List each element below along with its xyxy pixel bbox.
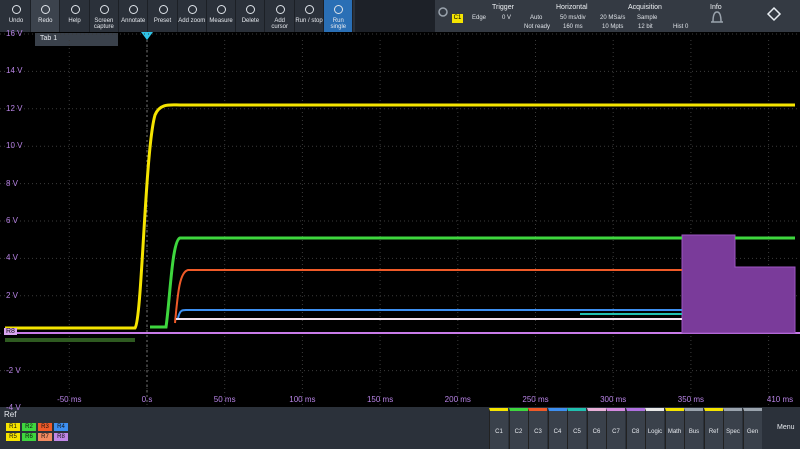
y-axis-label: 6 V <box>6 216 19 225</box>
record-length: 10 Mpts <box>602 24 624 30</box>
channel-button[interactable]: Ref <box>703 408 723 449</box>
icon <box>99 5 109 14</box>
toolbar-button[interactable]: Undo <box>2 0 31 32</box>
y-axis-label: 10 V <box>6 141 23 151</box>
toolbar-button[interactable]: Add cursor <box>265 0 295 32</box>
trigger-level: 0 V <box>502 15 512 21</box>
toolbar-button[interactable]: Screen capture <box>89 0 119 32</box>
icon <box>334 5 344 14</box>
channel-button[interactable]: Math <box>664 408 684 449</box>
y-axis-label: 16 V <box>6 29 23 38</box>
ref-button[interactable]: R2 <box>22 423 36 431</box>
x-axis-label: 350 ms <box>677 395 705 404</box>
channel-button[interactable]: C7 <box>606 408 625 449</box>
status-bar <box>435 0 800 32</box>
toolbar-button[interactable]: Delete <box>236 0 266 32</box>
tab-label[interactable]: Tab 1 <box>40 35 58 42</box>
icon <box>305 5 314 14</box>
x-axis-label: 250 ms <box>522 395 549 404</box>
channel-button[interactable]: Spec <box>723 408 742 449</box>
toolbar-spacer <box>355 0 435 32</box>
toolbar-button[interactable]: Preset <box>148 0 178 32</box>
channel-button[interactable]: C1 <box>489 408 508 449</box>
trigger-state: Not ready <box>524 24 551 30</box>
time-position: 160 ms <box>563 24 583 30</box>
ref-button[interactable]: R1 <box>6 423 20 431</box>
toolbar-button[interactable]: Help <box>60 0 90 32</box>
info-title[interactable]: Info <box>710 4 722 11</box>
ref-button[interactable]: R4 <box>54 423 68 431</box>
x-axis-label: 150 ms <box>366 395 394 404</box>
x-axis-label: 410 ms <box>766 395 794 404</box>
y-axis-label: 4 V <box>6 253 19 263</box>
ref-button[interactable]: R5 <box>6 433 20 441</box>
y-axis-label: 14 V <box>6 66 23 76</box>
acq-mode: Sample <box>637 15 658 21</box>
x-axis-label: 300 ms <box>600 395 627 404</box>
channel-button[interactable]: Logic <box>645 408 664 449</box>
ref-button[interactable]: R6 <box>22 433 36 441</box>
toolbar-button[interactable]: Measure <box>207 0 237 32</box>
channel-button[interactable]: C8 <box>625 408 645 449</box>
icon <box>246 5 256 14</box>
x-axis-label: 200 ms <box>444 395 471 404</box>
x-axis-label: 100 ms <box>289 395 316 404</box>
y-axis-label: 12 V <box>6 103 23 113</box>
channel-button[interactable]: Bus <box>684 408 703 449</box>
icon <box>275 5 285 14</box>
time-scale: 50 ms/div <box>560 15 586 21</box>
menu-button[interactable]: Menu <box>777 424 795 431</box>
y-axis-label: -2 V <box>6 365 21 375</box>
icon <box>41 5 51 14</box>
ref-button[interactable]: R3 <box>38 423 52 431</box>
icon <box>217 5 227 14</box>
trigger-source[interactable]: C1 <box>452 14 463 23</box>
channel-button[interactable]: C2 <box>508 408 528 449</box>
icon <box>12 5 21 14</box>
sample-rate: 20 MSa/s <box>600 15 626 21</box>
y-axis-label: -4 V <box>6 403 21 412</box>
ref-marker: R8 <box>4 328 17 335</box>
toolbar-button[interactable]: Add zoom <box>177 0 207 32</box>
y-axis-label: 8 V <box>6 178 19 188</box>
channel-button[interactable]: C3 <box>528 408 547 449</box>
acquisition-title[interactable]: Acquisition <box>628 4 662 11</box>
channel-button[interactable]: Gen <box>742 408 762 449</box>
trigger-title[interactable]: Trigger <box>492 4 514 11</box>
ref-button[interactable]: R8 <box>54 433 68 441</box>
icon <box>129 5 139 14</box>
x-axis-label: -50 ms <box>57 395 82 404</box>
hist: Hist 0 <box>673 24 689 30</box>
x-axis-label: 0 s <box>141 395 153 404</box>
icon <box>70 5 80 14</box>
trigger-mode: Auto <box>530 15 543 21</box>
channel-button[interactable]: C4 <box>547 408 567 449</box>
ref-title: Ref <box>4 410 17 419</box>
toolbar-button[interactable]: Run / stop <box>295 0 324 32</box>
trigger-type: Edge <box>472 15 487 21</box>
horizontal-title[interactable]: Horizontal <box>556 4 588 11</box>
ref-button[interactable]: R7 <box>38 433 52 441</box>
icon <box>158 5 168 14</box>
channel-button[interactable]: C5 <box>567 408 586 449</box>
x-axis-label: 50 ms <box>213 395 236 404</box>
toolbar-button[interactable]: Annotate <box>119 0 149 32</box>
toolbar-button[interactable]: Redo <box>31 0 61 32</box>
resolution: 12 bit <box>638 24 653 30</box>
icon <box>187 5 197 14</box>
toolbar-button[interactable]: Run single <box>324 0 354 32</box>
y-axis-label: 2 V <box>6 290 19 300</box>
channel-button[interactable]: C6 <box>586 408 606 449</box>
